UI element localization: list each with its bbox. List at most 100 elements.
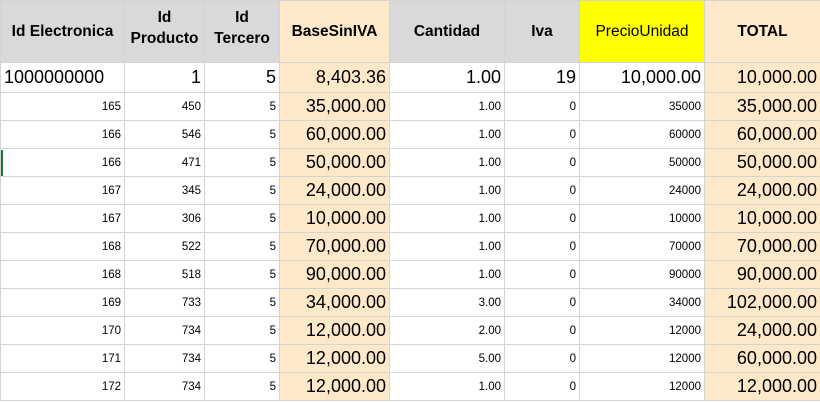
cell-cantidad[interactable]: 1.00 (389, 232, 505, 261)
cell-base-sin-iva[interactable]: 12,000.00 (279, 372, 390, 401)
cell-cantidad[interactable]: 1.00 (389, 372, 505, 401)
cell-id-tercero[interactable]: 5 (204, 372, 280, 401)
cell-cantidad[interactable]: 1.00 (389, 120, 505, 149)
cell-iva[interactable]: 0 (504, 372, 580, 401)
cell-iva[interactable]: 0 (504, 148, 580, 177)
cell-precio-unidad[interactable]: 24000 (579, 176, 705, 205)
header-cantidad[interactable]: Cantidad (389, 0, 505, 63)
cell-id-electronica[interactable]: 1000000000 (0, 62, 125, 93)
cell-id-producto[interactable]: 734 (124, 316, 205, 345)
cell-base-sin-iva[interactable]: 12,000.00 (279, 316, 390, 345)
cell-id-producto[interactable]: 734 (124, 344, 205, 373)
cell-id-tercero[interactable]: 5 (204, 260, 280, 289)
cell-id-electronica[interactable]: 165 (0, 92, 125, 121)
cell-id-electronica[interactable]: 166 (0, 120, 125, 149)
cell-id-electronica[interactable]: 168 (0, 260, 125, 289)
cell-id-producto[interactable]: 734 (124, 372, 205, 401)
cell-id-producto[interactable]: 306 (124, 204, 205, 233)
cell-id-tercero[interactable]: 5 (204, 176, 280, 205)
cell-base-sin-iva[interactable]: 35,000.00 (279, 92, 390, 121)
cell-id-tercero[interactable]: 5 (204, 204, 280, 233)
cell-iva[interactable]: 0 (504, 232, 580, 261)
cell-id-tercero[interactable]: 5 (204, 344, 280, 373)
header-iva[interactable]: Iva (504, 0, 580, 63)
cell-id-producto[interactable]: 546 (124, 120, 205, 149)
cell-precio-unidad[interactable]: 90000 (579, 260, 705, 289)
cell-id-producto[interactable]: 1 (124, 62, 205, 93)
cell-total[interactable]: 50,000.00 (704, 148, 820, 177)
header-id-electronica[interactable]: Id Electronica (0, 0, 125, 63)
cell-id-tercero[interactable]: 5 (204, 316, 280, 345)
header-precio-unidad[interactable]: PrecioUnidad (579, 0, 705, 63)
cell-precio-unidad[interactable]: 70000 (579, 232, 705, 261)
cell-iva[interactable]: 0 (504, 344, 580, 373)
cell-id-tercero[interactable]: 5 (204, 288, 280, 317)
cell-cantidad[interactable]: 1.00 (389, 260, 505, 289)
cell-iva[interactable]: 0 (504, 120, 580, 149)
cell-precio-unidad[interactable]: 35000 (579, 92, 705, 121)
cell-base-sin-iva[interactable]: 12,000.00 (279, 344, 390, 373)
cell-id-tercero[interactable]: 5 (204, 148, 280, 177)
cell-base-sin-iva[interactable]: 34,000.00 (279, 288, 390, 317)
cell-precio-unidad[interactable]: 10000 (579, 204, 705, 233)
cell-id-producto[interactable]: 345 (124, 176, 205, 205)
cell-precio-unidad[interactable]: 34000 (579, 288, 705, 317)
cell-total[interactable]: 60,000.00 (704, 120, 820, 149)
cell-id-tercero[interactable]: 5 (204, 92, 280, 121)
cell-cantidad[interactable]: 1.00 (389, 62, 505, 93)
cell-total[interactable]: 90,000.00 (704, 260, 820, 289)
cell-iva[interactable]: 0 (504, 92, 580, 121)
cell-total[interactable]: 35,000.00 (704, 92, 820, 121)
cell-iva[interactable]: 19 (504, 62, 580, 93)
cell-id-tercero[interactable]: 5 (204, 120, 280, 149)
cell-base-sin-iva[interactable]: 8,403.36 (279, 62, 390, 93)
cell-cantidad[interactable]: 5.00 (389, 344, 505, 373)
cell-id-producto[interactable]: 522 (124, 232, 205, 261)
cell-precio-unidad[interactable]: 12000 (579, 372, 705, 401)
cell-precio-unidad[interactable]: 12000 (579, 344, 705, 373)
header-id-tercero[interactable]: Id Tercero (204, 0, 280, 63)
cell-cantidad[interactable]: 3.00 (389, 288, 505, 317)
cell-id-electronica[interactable]: 166 (0, 148, 125, 177)
cell-total[interactable]: 24,000.00 (704, 316, 820, 345)
cell-base-sin-iva[interactable]: 60,000.00 (279, 120, 390, 149)
header-id-producto[interactable]: Id Producto (124, 0, 205, 63)
cell-base-sin-iva[interactable]: 70,000.00 (279, 232, 390, 261)
cell-id-electronica[interactable]: 169 (0, 288, 125, 317)
cell-cantidad[interactable]: 1.00 (389, 148, 505, 177)
cell-id-electronica[interactable]: 171 (0, 344, 125, 373)
header-base-sin-iva[interactable]: BaseSinIVA (279, 0, 390, 63)
cell-id-producto[interactable]: 450 (124, 92, 205, 121)
cell-id-electronica[interactable]: 170 (0, 316, 125, 345)
cell-iva[interactable]: 0 (504, 316, 580, 345)
cell-cantidad[interactable]: 1.00 (389, 176, 505, 205)
cell-iva[interactable]: 0 (504, 204, 580, 233)
cell-precio-unidad[interactable]: 60000 (579, 120, 705, 149)
cell-base-sin-iva[interactable]: 50,000.00 (279, 148, 390, 177)
cell-total[interactable]: 102,000.00 (704, 288, 820, 317)
cell-id-producto[interactable]: 733 (124, 288, 205, 317)
cell-iva[interactable]: 0 (504, 260, 580, 289)
cell-total[interactable]: 24,000.00 (704, 176, 820, 205)
cell-total[interactable]: 10,000.00 (704, 204, 820, 233)
cell-total[interactable]: 60,000.00 (704, 344, 820, 373)
cell-total[interactable]: 10,000.00 (704, 62, 820, 93)
cell-id-electronica[interactable]: 167 (0, 204, 125, 233)
cell-id-tercero[interactable]: 5 (204, 232, 280, 261)
cell-id-electronica[interactable]: 172 (0, 372, 125, 401)
cell-base-sin-iva[interactable]: 24,000.00 (279, 176, 390, 205)
cell-base-sin-iva[interactable]: 90,000.00 (279, 260, 390, 289)
cell-cantidad[interactable]: 1.00 (389, 92, 505, 121)
cell-cantidad[interactable]: 2.00 (389, 316, 505, 345)
cell-cantidad[interactable]: 1.00 (389, 204, 505, 233)
cell-iva[interactable]: 0 (504, 176, 580, 205)
cell-total[interactable]: 12,000.00 (704, 372, 820, 401)
cell-precio-unidad[interactable]: 10,000.00 (579, 62, 705, 93)
cell-id-electronica[interactable]: 167 (0, 176, 125, 205)
header-total[interactable]: TOTAL (704, 0, 820, 63)
cell-id-producto[interactable]: 518 (124, 260, 205, 289)
cell-id-producto[interactable]: 471 (124, 148, 205, 177)
cell-id-electronica[interactable]: 168 (0, 232, 125, 261)
cell-id-tercero[interactable]: 5 (204, 62, 280, 93)
cell-precio-unidad[interactable]: 50000 (579, 148, 705, 177)
